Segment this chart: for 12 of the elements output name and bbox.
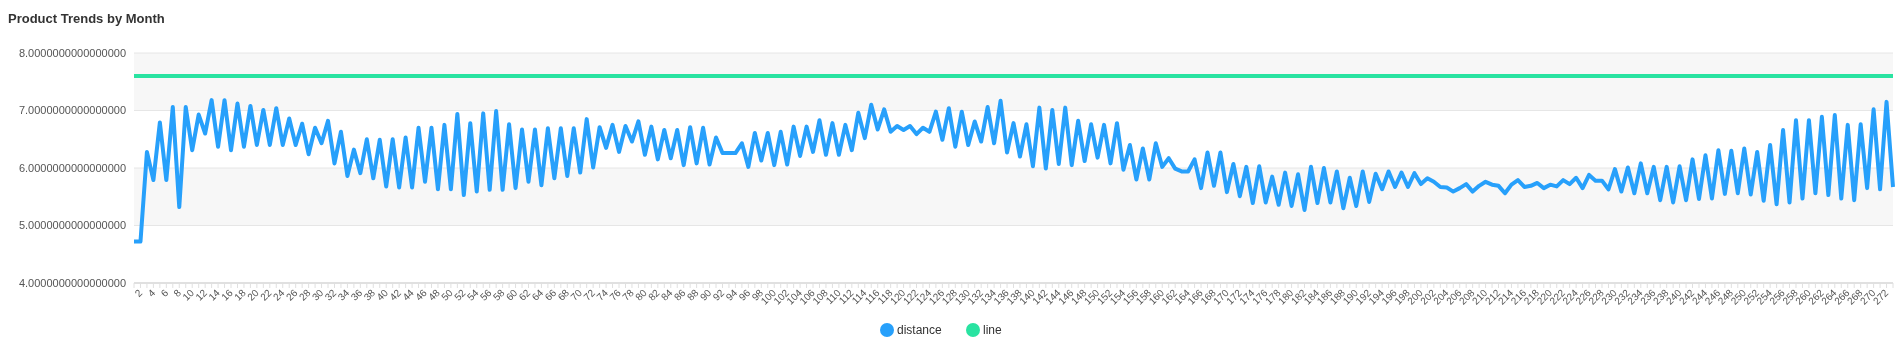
y-tick-label: 8.0000000000000000 [18, 46, 126, 59]
x-tick-label: 4 [145, 286, 158, 299]
line-series [132, 98, 1895, 244]
x-tick-label: 2 [132, 286, 145, 299]
legend-label: distance [897, 323, 943, 337]
legend-label: line [983, 323, 1003, 337]
chart-title: Product Trends by Month [8, 11, 165, 26]
y-tick-label: 7.0000000000000000 [18, 104, 126, 117]
y-tick-label: 5.0000000000000000 [18, 219, 126, 232]
y-tick-label: 4.0000000000000000 [18, 276, 126, 289]
y-tick-label: 6.0000000000000000 [18, 161, 126, 174]
x-tick-label: 6 [158, 286, 171, 299]
